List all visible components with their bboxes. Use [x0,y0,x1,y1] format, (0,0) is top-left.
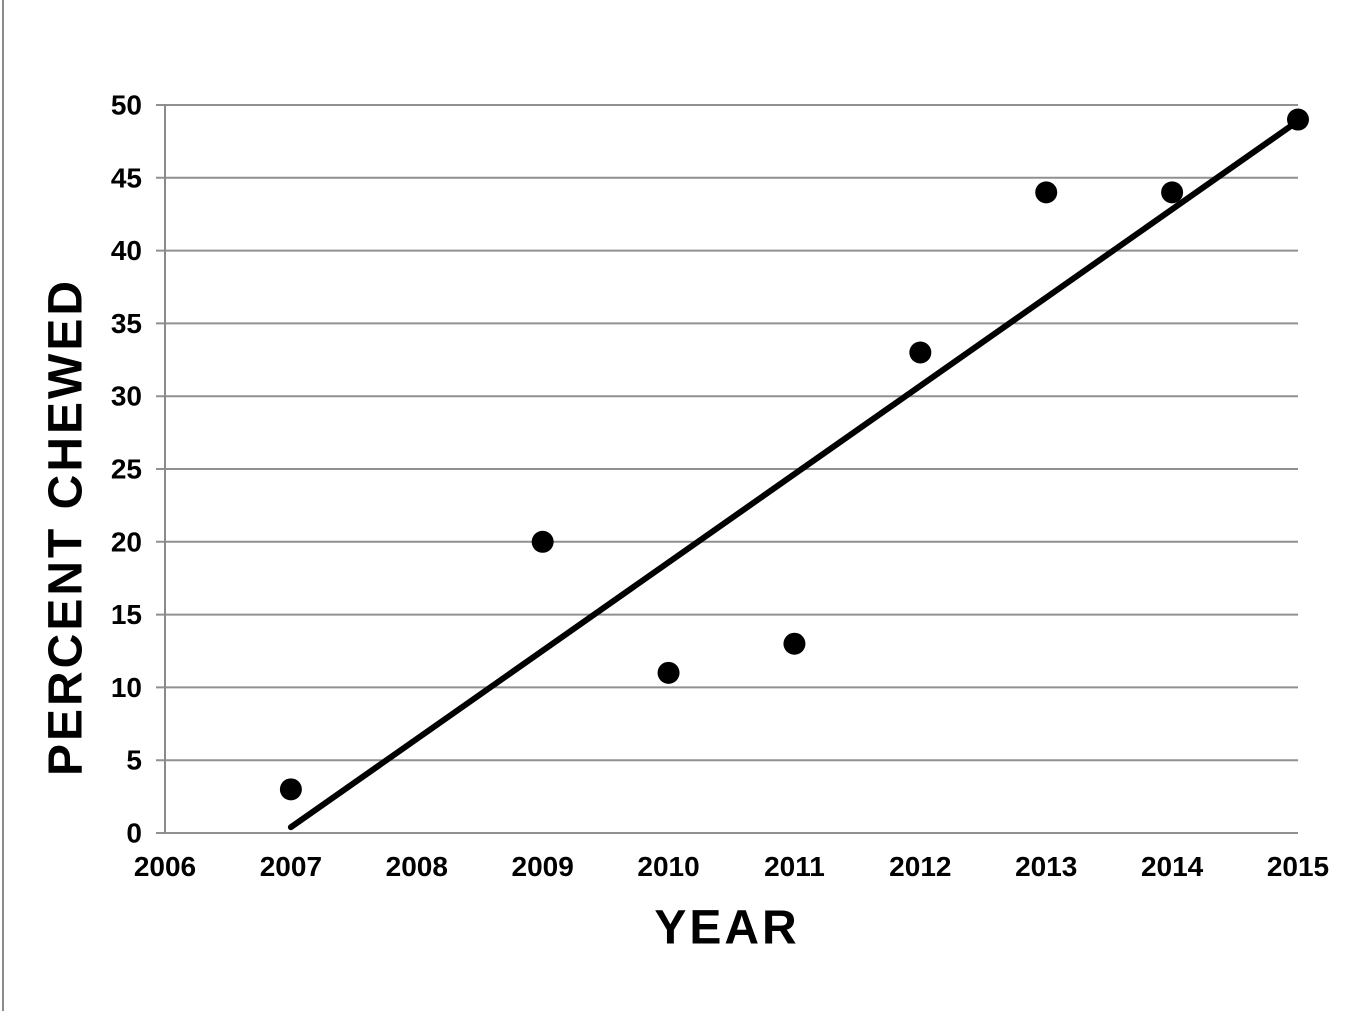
x-tick-label-2006: 2006 [134,851,196,882]
trend-line [287,118,1301,831]
y-tick-label-45: 45 [111,162,142,193]
x-tick-label-2012: 2012 [889,851,951,882]
y-tick-label-50: 50 [111,90,142,121]
data-point-2010 [657,661,680,684]
y-tick-label-25: 25 [111,454,142,485]
y-tick-label-40: 40 [111,235,142,266]
x-axis-title: YEAR [654,901,800,955]
data-point-2009 [531,530,554,553]
data-point-2013 [1035,181,1058,204]
data-point-2012 [909,341,932,364]
x-tick-label-2013: 2013 [1015,851,1077,882]
data-point-2007 [279,778,302,801]
x-tick-label-2014: 2014 [1141,851,1204,882]
scan-edge-line [2,0,4,1011]
y-tick-label-5: 5 [126,745,142,776]
y-tick-label-10: 10 [111,672,142,703]
data-point-2011 [783,632,806,655]
x-tick-label-2009: 2009 [512,851,574,882]
y-tick-label-20: 20 [111,526,142,557]
y-tick-label-15: 15 [111,599,142,630]
y-tick-label-0: 0 [126,818,142,849]
x-tick-label-2007: 2007 [260,851,322,882]
x-tick-label-2015: 2015 [1267,851,1329,882]
y-tick-label-35: 35 [111,308,142,339]
x-tick-label-2008: 2008 [386,851,448,882]
y-tick-label-30: 30 [111,381,142,412]
data-point-2014 [1161,181,1184,204]
x-tick-label-2010: 2010 [637,851,699,882]
x-tick-label-2011: 2011 [764,851,825,882]
